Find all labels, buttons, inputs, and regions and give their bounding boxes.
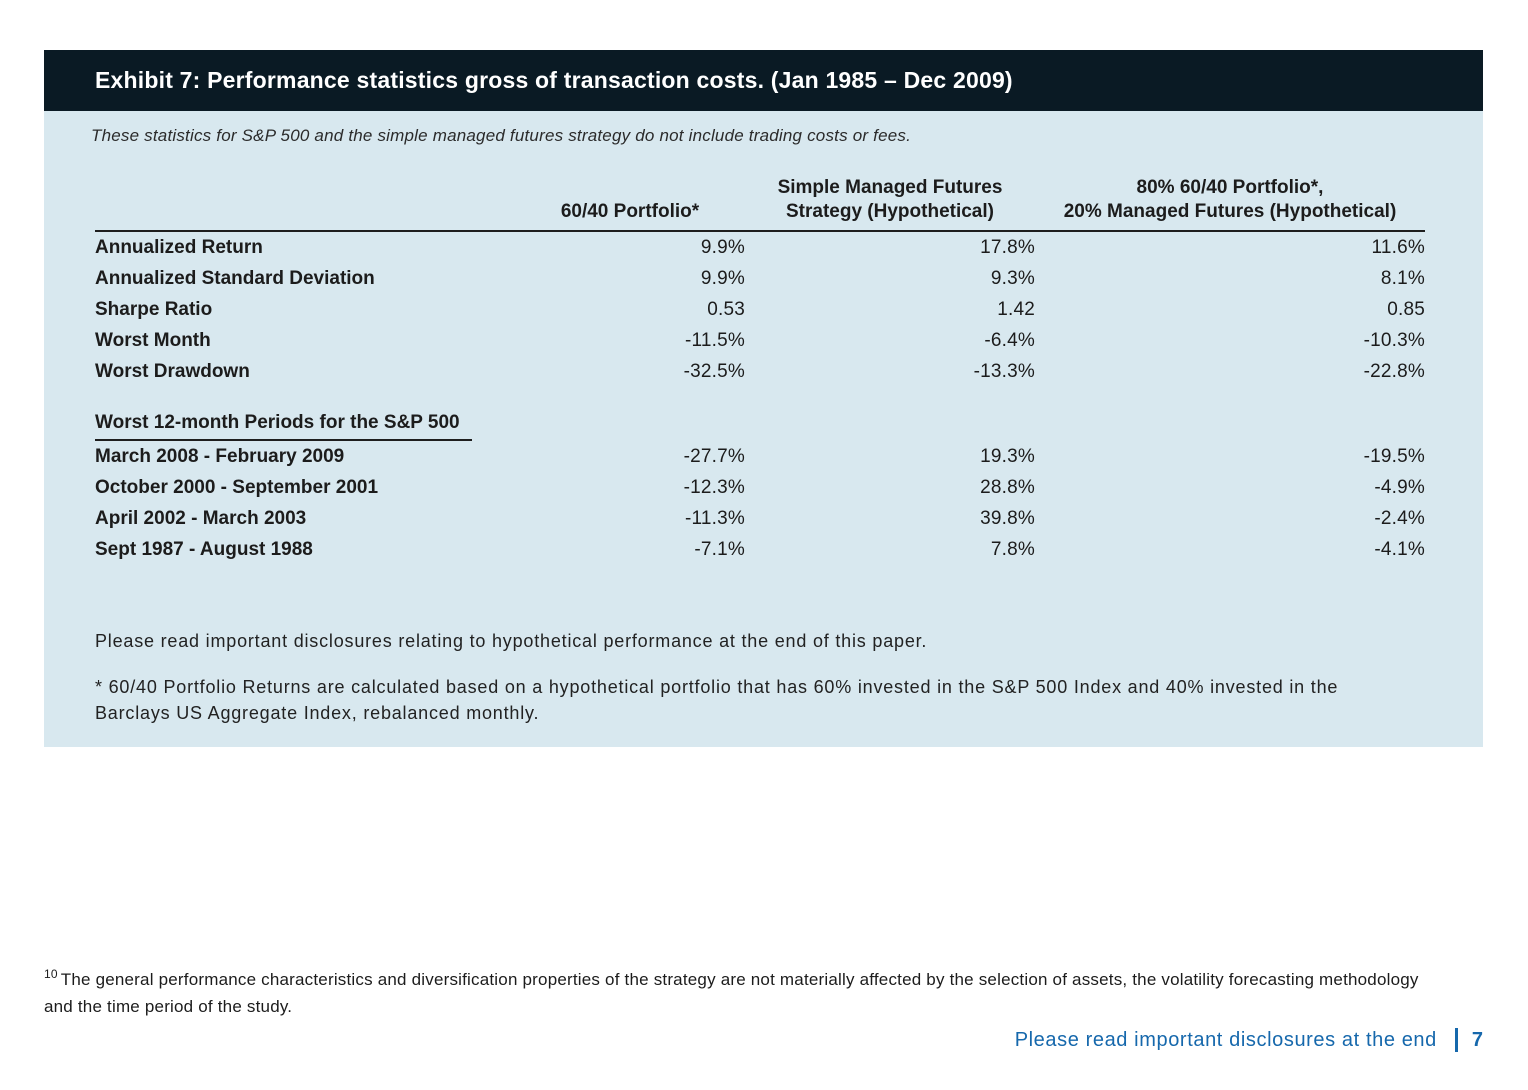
cell-value: -2.4% — [1374, 507, 1425, 529]
table-row: April 2002 - March 2003 -11.3% 39.8% -2.4% — [95, 503, 1425, 534]
cell-value: -6.4% — [984, 329, 1035, 351]
page-footer: Please read important disclosures at the… — [1015, 1028, 1483, 1052]
cell-value: -11.5% — [685, 329, 745, 351]
cell-value: -22.8% — [1363, 360, 1425, 382]
cell-value: -11.3% — [685, 507, 745, 529]
row-label: April 2002 - March 2003 — [95, 507, 307, 529]
cell-value: 7.8% — [990, 538, 1035, 560]
cell-value: -4.9% — [1374, 476, 1425, 498]
section-header-cell: Worst 12-month Periods for the S&P 500 — [95, 401, 1425, 441]
portfolio-footnote: * 60/40 Portfolio Returns are calculated… — [95, 677, 1339, 723]
table-row: Worst Month -11.5% -6.4% -10.3% — [95, 325, 1425, 356]
disclosure-note: Please read important disclosures relati… — [95, 631, 928, 651]
spacer-row — [95, 387, 1425, 401]
column-header: 60/40 Portfolio* — [515, 176, 745, 232]
cell-value: 11.6% — [1371, 236, 1425, 258]
cell-value: -7.1% — [694, 538, 745, 560]
cell-value: 19.3% — [980, 445, 1035, 467]
cell-value: -32.5% — [683, 360, 745, 382]
page-footnote: 10 The general performance characteristic… — [44, 966, 1436, 1020]
row-label: Sept 1987 - August 1988 — [95, 538, 313, 560]
table-row: Annualized Return 9.9% 17.8% 11.6% — [95, 231, 1425, 263]
row-label: Annualized Standard Deviation — [95, 267, 375, 289]
exhibit-panel: These statistics for S&P 500 and the sim… — [44, 111, 1483, 747]
cell-value: -4.1% — [1374, 538, 1425, 560]
stats-table: 60/40 Portfolio* Simple Managed Futures St… — [95, 176, 1425, 565]
row-label: Worst Month — [95, 329, 211, 351]
cell-value: 39.8% — [980, 507, 1035, 529]
footnote-marker: 10 — [44, 967, 58, 982]
exhibit-title: Exhibit 7: Performance statistics gross … — [95, 67, 1013, 93]
cell-value: 17.8% — [980, 236, 1035, 258]
footer-separator — [1454, 1028, 1458, 1052]
cell-value: -13.3% — [973, 360, 1035, 382]
cell-value: 28.8% — [980, 476, 1035, 498]
spacer-cell — [95, 387, 1425, 401]
row-label: Annualized Return — [95, 236, 263, 258]
exhibit-subtitle: These statistics for S&P 500 and the sim… — [91, 126, 912, 145]
column-header: Simple Managed Futures Strategy (Hypothet… — [745, 176, 1035, 232]
page-number: 7 — [1471, 1028, 1483, 1051]
cell-value: 8.1% — [1380, 267, 1425, 289]
cell-value: 9.9% — [700, 236, 745, 258]
cell-value: 0.53 — [707, 298, 745, 320]
section-header: Worst 12-month Periods for the S&P 500 — [95, 412, 472, 441]
cell-value: 1.42 — [997, 298, 1035, 320]
table-row: Sept 1987 - August 1988 -7.1% 7.8% -4.1% — [95, 534, 1425, 565]
cell-value: 0.85 — [1387, 298, 1425, 320]
column-header: 80% 60/40 Portfolio*, 20% Managed Futures… — [1035, 176, 1425, 232]
table-row: March 2008 - February 2009 -27.7% 19.3% -19… — [95, 441, 1425, 472]
footnote-text: The general performance characteristics … — [44, 970, 1419, 1016]
row-label: October 2000 - September 2001 — [95, 476, 379, 498]
section-header-row: Worst 12-month Periods for the S&P 500 — [95, 401, 1425, 441]
cell-value: -19.5% — [1363, 445, 1425, 467]
row-label: Worst Drawdown — [95, 360, 250, 382]
exhibit-header: Exhibit 7: Performance statistics gross … — [44, 50, 1483, 111]
cell-value: 9.3% — [990, 267, 1035, 289]
table-row: Sharpe Ratio 0.53 1.42 0.85 — [95, 294, 1425, 325]
cell-value: 9.9% — [700, 267, 745, 289]
table-row: Worst Drawdown -32.5% -13.3% -22.8% — [95, 356, 1425, 387]
table-row: Annualized Standard Deviation 9.9% 9.3% 8.1… — [95, 263, 1425, 294]
stats-table-head: 60/40 Portfolio* Simple Managed Futures St… — [95, 176, 1425, 232]
column-header-row: 60/40 Portfolio* Simple Managed Futures St… — [95, 176, 1425, 232]
row-label: Sharpe Ratio — [95, 298, 213, 320]
table-row: October 2000 - September 2001 -12.3% 28.8%… — [95, 472, 1425, 503]
cell-value: -27.7% — [683, 445, 745, 467]
row-label: March 2008 - February 2009 — [95, 445, 345, 467]
cell-value: -12.3% — [683, 476, 745, 498]
stats-table-body: Annualized Return 9.9% 17.8% 11.6% Annualize… — [95, 231, 1425, 565]
footer-disclosure-text: Please read important disclosures at the… — [1014, 1028, 1437, 1051]
column-header — [95, 176, 515, 232]
cell-value: -10.3% — [1363, 329, 1425, 351]
